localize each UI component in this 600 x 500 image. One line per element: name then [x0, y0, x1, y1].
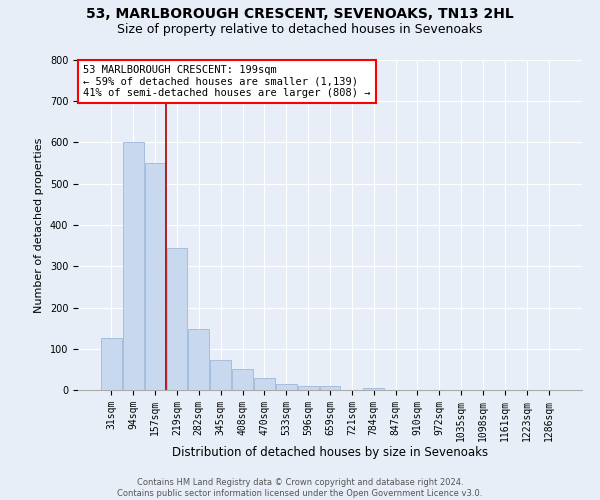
Bar: [320, 386, 340, 390]
X-axis label: Distribution of detached houses by size in Sevenoaks: Distribution of detached houses by size …: [172, 446, 488, 460]
Bar: [167, 248, 187, 390]
Bar: [298, 386, 319, 390]
Bar: [210, 360, 231, 390]
Bar: [188, 329, 209, 390]
Text: Contains HM Land Registry data © Crown copyright and database right 2024.
Contai: Contains HM Land Registry data © Crown c…: [118, 478, 482, 498]
Bar: [145, 163, 166, 390]
Y-axis label: Number of detached properties: Number of detached properties: [34, 138, 44, 312]
Bar: [276, 384, 296, 390]
Bar: [101, 338, 122, 390]
Bar: [232, 370, 253, 390]
Text: 53 MARLBOROUGH CRESCENT: 199sqm
← 59% of detached houses are smaller (1,139)
41%: 53 MARLBOROUGH CRESCENT: 199sqm ← 59% of…: [83, 65, 371, 98]
Bar: [123, 142, 143, 390]
Text: Size of property relative to detached houses in Sevenoaks: Size of property relative to detached ho…: [117, 22, 483, 36]
Bar: [364, 388, 384, 390]
Text: 53, MARLBOROUGH CRESCENT, SEVENOAKS, TN13 2HL: 53, MARLBOROUGH CRESCENT, SEVENOAKS, TN1…: [86, 8, 514, 22]
Bar: [254, 378, 275, 390]
